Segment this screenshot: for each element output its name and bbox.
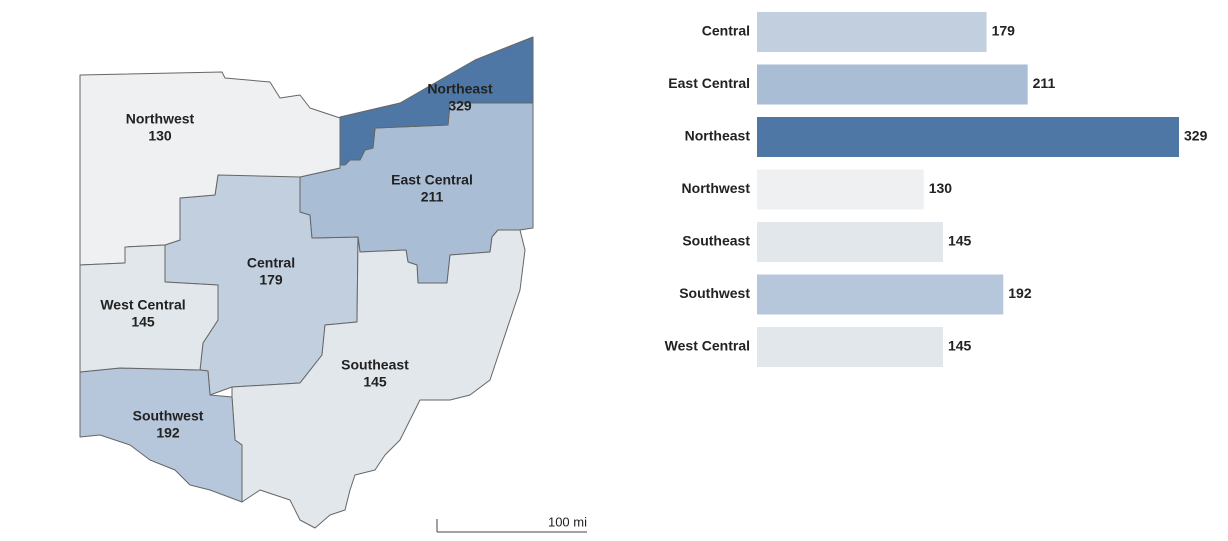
category-label: Southeast [682, 233, 750, 249]
region-name: Central [247, 255, 295, 271]
category-label: West Central [665, 338, 750, 354]
map-region [231, 229, 526, 529]
region-value: 179 [259, 272, 283, 288]
bar [757, 222, 943, 262]
value-label: 329 [1184, 128, 1208, 144]
region-value: 145 [131, 314, 155, 330]
region-name: Northwest [126, 111, 195, 127]
bar [757, 274, 1004, 315]
bar-chart: Central 179 East Central 211 Northeast 329 Nor… [665, 12, 1208, 367]
region-value: 145 [363, 374, 387, 390]
bar [757, 169, 924, 210]
value-label: 145 [948, 338, 972, 354]
value-label: 192 [1008, 285, 1032, 301]
bar [757, 12, 987, 52]
bar [757, 117, 1179, 157]
region-value: 192 [156, 425, 180, 441]
value-label: 179 [992, 23, 1016, 39]
scale-bar: 100 mi [436, 514, 587, 533]
region-value: 211 [421, 189, 444, 205]
map-region [79, 367, 243, 503]
value-label: 130 [929, 180, 953, 196]
scale-label: 100 mi [548, 514, 587, 529]
category-label: East Central [668, 75, 750, 91]
bar [757, 327, 943, 367]
region-value: 329 [448, 98, 472, 114]
region-name: Northeast [427, 81, 493, 97]
region-name: Southwest [133, 408, 204, 424]
category-label: Central [702, 23, 750, 39]
value-label: 145 [948, 233, 972, 249]
map-region [339, 36, 534, 166]
category-label: Northwest [682, 180, 751, 196]
category-label: Southwest [679, 285, 750, 301]
bar [757, 64, 1028, 105]
map-region [79, 244, 219, 373]
category-label: Northeast [685, 128, 751, 144]
region-name: Southeast [341, 357, 409, 373]
region-name: East Central [391, 172, 473, 188]
region-name: West Central [100, 297, 185, 313]
value-label: 211 [1033, 75, 1056, 91]
region-value: 130 [148, 128, 172, 144]
